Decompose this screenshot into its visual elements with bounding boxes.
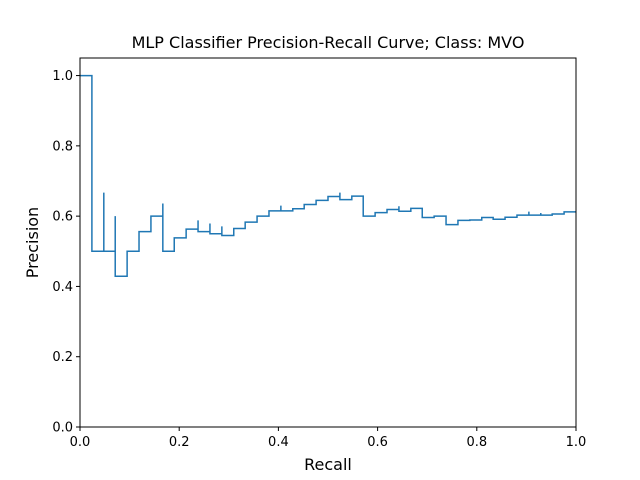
- y-tick-label: 0.8: [52, 139, 73, 154]
- y-axis-label: Precision: [23, 207, 42, 278]
- y-tick-label: 1.0: [52, 69, 73, 84]
- x-axis-ticks: 0.0 0.2 0.4 0.6 0.8 1.0: [70, 427, 587, 450]
- plot-frame: [79, 57, 577, 428]
- x-tick-label: 0.6: [367, 435, 388, 450]
- x-tick-label: 1.0: [566, 435, 587, 450]
- y-tick-label: 0.0: [52, 421, 73, 436]
- y-tick-label: 0.4: [52, 280, 73, 295]
- x-tick-label: 0.8: [466, 435, 487, 450]
- y-tick-label: 0.2: [52, 350, 73, 365]
- x-tick-label: 0.4: [268, 435, 289, 450]
- y-tick-label: 0.6: [52, 210, 73, 225]
- pr-curve-line: [80, 74, 576, 277]
- x-tick-label: 0.0: [70, 435, 91, 450]
- y-axis-ticks: 0.0 0.2 0.4 0.6 0.8 1.0: [52, 69, 80, 436]
- x-tick-label: 0.2: [169, 435, 190, 450]
- chart-title: MLP Classifier Precision-Recall Curve; C…: [132, 33, 525, 52]
- x-axis-label: Recall: [304, 455, 352, 474]
